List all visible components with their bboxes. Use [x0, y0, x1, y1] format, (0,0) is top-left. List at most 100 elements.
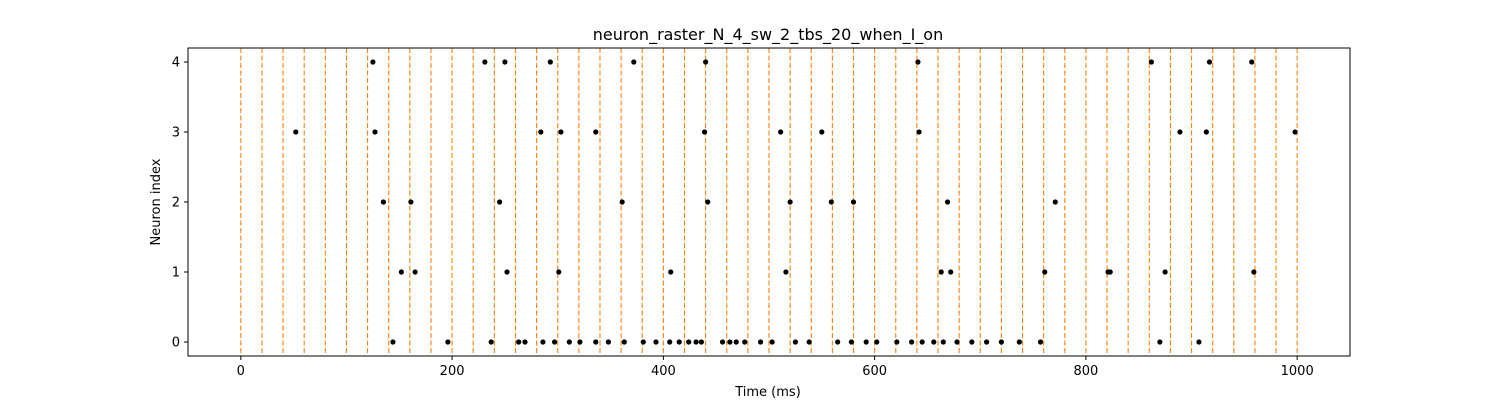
spike-point-n0-22 — [742, 339, 748, 345]
spike-point-n0-26 — [806, 339, 812, 345]
spike-point-n0-16 — [686, 339, 692, 345]
spike-point-n1-1 — [412, 269, 418, 275]
spike-point-n0-31 — [894, 339, 900, 345]
spike-point-n3-7 — [819, 129, 825, 135]
y-tick-label-1: 1 — [172, 266, 180, 281]
spike-point-n1-8 — [1042, 269, 1048, 275]
spike-point-n2-6 — [828, 199, 834, 205]
spike-point-n1-4 — [668, 269, 674, 275]
spike-point-n4-2 — [502, 59, 508, 65]
spike-point-n1-6 — [938, 269, 944, 275]
spike-point-n4-0 — [370, 59, 376, 65]
x-tick-label-1000: 1000 — [1281, 364, 1314, 379]
spike-point-n4-3 — [547, 59, 553, 65]
spike-point-n3-8 — [916, 129, 922, 135]
spike-point-n0-34 — [931, 339, 937, 345]
spike-point-n0-25 — [792, 339, 799, 345]
spike-point-n0-29 — [863, 339, 869, 345]
spike-point-n3-6 — [778, 129, 784, 135]
spike-point-n0-1 — [445, 339, 451, 345]
spike-point-n0-39 — [998, 339, 1005, 345]
spike-point-n3-10 — [1203, 129, 1209, 135]
spike-point-n0-4 — [522, 339, 528, 345]
spike-point-n0-17 — [693, 339, 699, 345]
x-tick-label-600: 600 — [862, 364, 887, 379]
spike-point-n0-30 — [874, 339, 880, 345]
spike-point-n4-7 — [1148, 59, 1155, 65]
y-tick-label-2: 2 — [172, 196, 180, 211]
spike-point-n4-6 — [915, 59, 921, 65]
spike-point-n3-11 — [1292, 129, 1298, 135]
spike-point-n0-28 — [848, 339, 854, 345]
spike-point-n0-5 — [540, 339, 546, 345]
spike-point-n2-4 — [705, 199, 711, 205]
spike-point-n4-5 — [703, 59, 709, 65]
y-tick-label-4: 4 — [172, 56, 180, 71]
x-axis-ticks: 0 200 400 600 800 1000 — [237, 356, 1314, 379]
spike-point-n3-5 — [701, 129, 708, 135]
spike-point-n1-7 — [948, 269, 954, 275]
spike-point-n0-6 — [551, 339, 558, 345]
spike-point-n0-32 — [909, 339, 915, 345]
spike-point-n1-2 — [504, 269, 510, 275]
spike-point-n2-0 — [380, 199, 387, 205]
spike-point-n0-2 — [488, 339, 494, 345]
y-axis-ticks: 0 1 2 3 4 — [172, 56, 188, 351]
spike-point-n1-10 — [1107, 269, 1113, 275]
spike-point-n0-43 — [1196, 339, 1202, 345]
spike-point-n0-37 — [969, 339, 975, 345]
x-tick-label-400: 400 — [651, 364, 676, 379]
x-tick-label-200: 200 — [440, 364, 465, 379]
spike-point-n1-5 — [783, 269, 789, 275]
spike-point-n2-3 — [619, 199, 625, 205]
spike-point-n3-1 — [372, 129, 378, 135]
spike-point-n3-4 — [593, 129, 599, 135]
x-tick-label-0: 0 — [237, 364, 245, 379]
spike-point-n2-7 — [850, 199, 857, 205]
spike-points — [293, 59, 1298, 345]
spike-point-n3-0 — [293, 129, 299, 135]
spike-point-n0-42 — [1157, 339, 1163, 345]
spike-point-n2-9 — [1052, 199, 1058, 205]
spike-point-n0-40 — [1016, 339, 1022, 345]
spike-point-n0-3 — [516, 339, 522, 345]
spike-point-n1-11 — [1162, 269, 1168, 275]
y-tick-label-0: 0 — [172, 336, 180, 351]
spike-point-n3-2 — [538, 129, 544, 135]
spike-point-n0-11 — [621, 339, 627, 345]
spike-point-n0-9 — [593, 339, 599, 345]
spike-point-n0-13 — [653, 339, 659, 345]
spike-point-n0-18 — [698, 339, 704, 345]
spike-point-n0-33 — [919, 339, 925, 345]
spike-point-n0-15 — [676, 339, 682, 345]
spike-point-n4-1 — [482, 59, 488, 65]
spike-point-n0-14 — [667, 339, 673, 345]
spike-point-n0-12 — [640, 339, 646, 345]
spike-point-n0-0 — [390, 339, 396, 345]
spike-point-n1-0 — [398, 269, 404, 275]
spike-point-n1-12 — [1251, 269, 1257, 275]
chart-title: neuron_raster_N_4_sw_2_tbs_20_when_I_on — [593, 25, 943, 45]
x-tick-label-800: 800 — [1073, 364, 1098, 379]
spike-point-n0-7 — [566, 339, 572, 345]
spike-point-n0-10 — [605, 339, 612, 345]
spike-point-n0-8 — [577, 339, 583, 345]
spike-point-n0-35 — [940, 339, 946, 345]
spike-point-n0-24 — [769, 339, 775, 345]
spike-point-n1-3 — [556, 269, 562, 275]
spike-point-n0-21 — [733, 339, 739, 345]
y-axis-label: Neuron index — [149, 158, 164, 245]
spike-point-n3-9 — [1177, 129, 1183, 135]
spike-point-n0-20 — [727, 339, 733, 345]
spike-point-n0-19 — [719, 339, 726, 345]
spike-point-n2-2 — [497, 199, 503, 205]
spike-point-n0-36 — [954, 339, 960, 345]
spike-point-n4-8 — [1206, 59, 1213, 65]
spike-point-n0-38 — [984, 339, 990, 345]
y-tick-label-3: 3 — [172, 126, 180, 141]
x-axis-label: Time (ms) — [734, 385, 801, 400]
spike-point-n2-8 — [944, 199, 951, 205]
spike-point-n3-3 — [558, 129, 564, 135]
